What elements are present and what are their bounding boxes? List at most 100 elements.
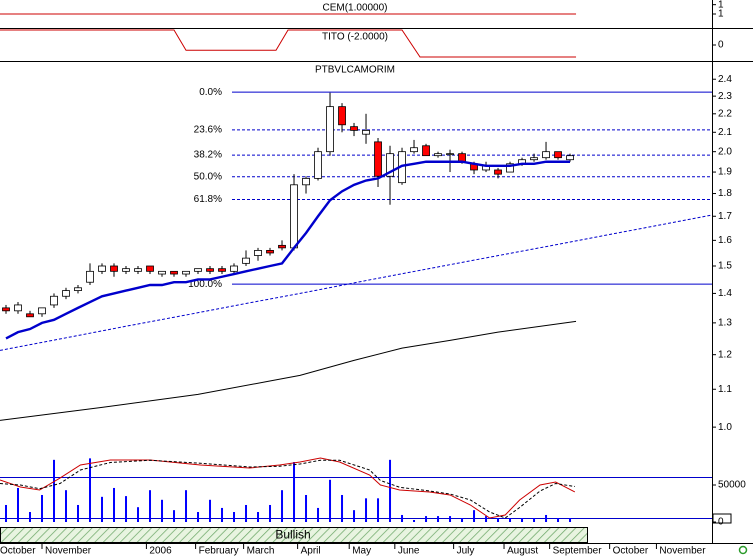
volume-bar bbox=[89, 458, 92, 522]
candle-body bbox=[434, 153, 442, 157]
volume-bar bbox=[125, 496, 128, 522]
fib-label: 50.0% bbox=[194, 171, 222, 182]
candle-body bbox=[86, 270, 94, 283]
x-tick-label: 2006 bbox=[149, 546, 172, 557]
volume-bar bbox=[545, 514, 548, 522]
y-tick-label: 1.6 bbox=[718, 235, 732, 246]
candle-body bbox=[158, 270, 166, 275]
y-tick-label: 1.2 bbox=[718, 349, 732, 360]
candle-body bbox=[362, 129, 370, 135]
x-tick-label: September bbox=[553, 546, 603, 557]
volume-bar bbox=[269, 504, 272, 522]
y-tick-label: 2.1 bbox=[718, 127, 732, 138]
volume-bar bbox=[197, 512, 200, 522]
volume-bar bbox=[77, 504, 80, 522]
volume-bar bbox=[449, 516, 452, 522]
volume-bar bbox=[341, 494, 344, 522]
volume-bar bbox=[389, 459, 392, 522]
candle-body bbox=[242, 257, 250, 264]
volume-bar bbox=[293, 462, 296, 522]
candle-body bbox=[446, 153, 454, 156]
moving-average bbox=[5, 160, 571, 340]
volume-bar bbox=[437, 516, 440, 522]
volume-bar bbox=[521, 518, 524, 522]
indicator-line bbox=[0, 29, 577, 58]
volume-bar bbox=[557, 518, 560, 522]
y-tick-label: 1.8 bbox=[718, 188, 732, 199]
volume-bar bbox=[401, 514, 404, 522]
volume-bar bbox=[353, 510, 356, 522]
x-tick-label: July bbox=[457, 546, 475, 557]
candle-body bbox=[350, 126, 358, 131]
candle-body bbox=[38, 307, 46, 315]
x-tick-label: August bbox=[507, 546, 538, 557]
y-tick-label: 0 bbox=[718, 517, 724, 528]
x-tick-label: November bbox=[659, 546, 706, 557]
volume-bar bbox=[173, 510, 176, 522]
volume-bar bbox=[485, 516, 488, 522]
candle-body bbox=[182, 270, 190, 275]
volume-bar bbox=[305, 494, 308, 522]
candle-body bbox=[170, 270, 178, 275]
volume-bar bbox=[209, 499, 212, 522]
volume-bar bbox=[425, 516, 428, 522]
volume-bar bbox=[113, 487, 116, 522]
volume-bar bbox=[257, 512, 260, 522]
volume-bar bbox=[329, 479, 332, 522]
moving-average bbox=[0, 214, 712, 351]
candle-body bbox=[230, 265, 238, 272]
volume-bar bbox=[149, 490, 152, 522]
status-icon bbox=[738, 545, 748, 555]
x-tick-label: February bbox=[199, 546, 239, 557]
candle-body bbox=[554, 151, 562, 159]
candle-body bbox=[278, 244, 286, 249]
volume-bar bbox=[461, 518, 464, 522]
candle-body bbox=[566, 155, 574, 161]
x-tick-label: April bbox=[301, 546, 321, 557]
candle-body bbox=[326, 106, 334, 153]
x-tick-label: March bbox=[247, 546, 275, 557]
candle-body bbox=[146, 265, 154, 272]
candle-body bbox=[302, 177, 310, 186]
candle-body bbox=[458, 153, 466, 163]
candle-body bbox=[422, 145, 430, 157]
volume-bar bbox=[53, 459, 56, 522]
candle-body bbox=[290, 184, 298, 249]
candle-body bbox=[14, 304, 22, 312]
y-tick-label: 50000 bbox=[718, 480, 746, 491]
candle-body bbox=[74, 287, 82, 291]
x-tick-label: May bbox=[352, 546, 371, 557]
volume-bar bbox=[377, 498, 380, 522]
x-tick-label: November bbox=[45, 546, 92, 557]
moving-average bbox=[0, 320, 577, 421]
x-tick-label: June bbox=[398, 546, 420, 557]
signal-bar bbox=[0, 527, 588, 543]
candle-body bbox=[122, 268, 130, 272]
candle-body bbox=[98, 265, 106, 272]
candle-body bbox=[254, 250, 262, 256]
y-tick-label: 1.0 bbox=[718, 422, 732, 433]
candle-body bbox=[410, 147, 418, 153]
y-tick-label: 2.3 bbox=[718, 91, 732, 102]
candle-body bbox=[194, 268, 202, 272]
volume-bar bbox=[245, 504, 248, 522]
candle-body bbox=[62, 290, 70, 297]
volume-bar bbox=[317, 507, 320, 522]
candle-body bbox=[542, 151, 550, 159]
candle-body bbox=[386, 153, 394, 177]
candle-body bbox=[314, 151, 322, 179]
volume-bar bbox=[17, 487, 20, 522]
chart-title: CEM(1.00000) bbox=[322, 3, 387, 14]
candle-body bbox=[494, 169, 502, 175]
candle-body bbox=[50, 295, 58, 306]
y-tick-label: 1.4 bbox=[718, 288, 732, 299]
volume-bar bbox=[221, 507, 224, 522]
chart-title: TITO (-2.0000) bbox=[322, 32, 388, 43]
candle-body bbox=[218, 268, 226, 272]
chart-title: PTBVLCAMORIM bbox=[315, 65, 395, 76]
y-tick-label: 2.0 bbox=[718, 146, 732, 157]
volume-bar bbox=[413, 520, 416, 522]
